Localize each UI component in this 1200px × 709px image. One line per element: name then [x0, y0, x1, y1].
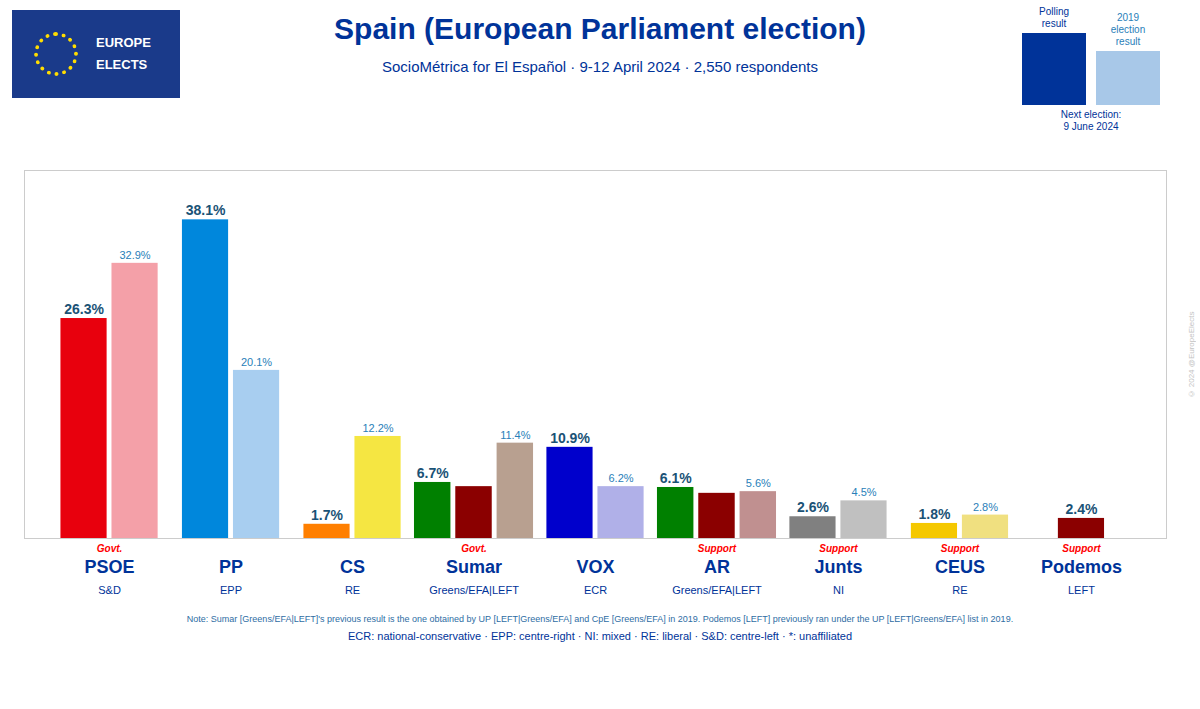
svg-text:1.7%: 1.7% — [311, 507, 343, 523]
html-text:SocioMétrica for El Español ·: SocioMétrica for El Español · 9-12 April… — [382, 58, 818, 75]
svg-text:Greens/EFA|LEFT: Greens/EFA|LEFT — [429, 584, 519, 596]
svg-text:CS: CS — [340, 557, 365, 577]
html-text:ECR: national-conservative · E: ECR: national-conservative · EPP: centre… — [347, 630, 853, 642]
svg-text:1.8%: 1.8% — [918, 506, 950, 522]
svg-text:26.3%: 26.3% — [64, 301, 104, 317]
html-text:Spain (European Parliament ele: Spain (European Parliament election) — [334, 12, 866, 45]
svg-text:Support: Support — [941, 543, 980, 554]
svg-text:Sumar: Sumar — [446, 557, 502, 577]
svg-text:NI: NI — [833, 584, 844, 596]
svg-text:11.4%: 11.4% — [500, 429, 531, 441]
html-text:Next election: 9 June 2024: Next election: 9 June 2024 — [1060, 109, 1122, 132]
svg-text:4.5%: 4.5% — [851, 486, 876, 498]
svg-text:32.9%: 32.9% — [119, 249, 150, 261]
svg-text:LEFT: LEFT — [1068, 584, 1095, 596]
svg-text:PSOE: PSOE — [85, 557, 135, 577]
html-text:© 2024 @EuropeElects: © 2024 @EuropeElects — [1187, 311, 1196, 398]
svg-text:2.8%: 2.8% — [973, 501, 998, 513]
svg-text:6.1%: 6.1% — [660, 470, 692, 486]
svg-text:CEUS: CEUS — [935, 557, 985, 577]
svg-text:Junts: Junts — [814, 557, 862, 577]
svg-text:PP: PP — [219, 557, 243, 577]
svg-text:RE: RE — [345, 584, 360, 596]
svg-text:20.1%: 20.1% — [241, 356, 272, 368]
svg-text:38.1%: 38.1% — [186, 202, 226, 218]
svg-text:Support: Support — [1062, 543, 1101, 554]
svg-text:2.6%: 2.6% — [797, 499, 829, 515]
html-text:Note: Sumar [Greens/EFA|LEFT]': Note: Sumar [Greens/EFA|LEFT]'s previous… — [186, 614, 1014, 624]
svg-text:ECR: ECR — [584, 584, 607, 596]
html-text:ELECTS: ELECTS — [96, 57, 148, 72]
svg-text:Govt.: Govt. — [461, 543, 487, 554]
svg-text:Govt.: Govt. — [97, 543, 123, 554]
svg-text:12.2%: 12.2% — [362, 422, 393, 434]
svg-text:S&D: S&D — [98, 584, 121, 596]
svg-text:2.4%: 2.4% — [1065, 501, 1097, 517]
svg-text:Support: Support — [698, 543, 737, 554]
svg-text:Support: Support — [819, 543, 858, 554]
svg-text:5.6%: 5.6% — [746, 477, 771, 489]
svg-text:EPP: EPP — [220, 584, 242, 596]
html-text:Polling result: Polling result — [1039, 6, 1069, 29]
svg-text:6.2%: 6.2% — [608, 472, 633, 484]
svg-text:RE: RE — [952, 584, 967, 596]
html-text:2019 election result: 2019 election result — [1110, 12, 1146, 47]
svg-text:6.7%: 6.7% — [417, 465, 449, 481]
svg-text:Greens/EFA|LEFT: Greens/EFA|LEFT — [672, 584, 762, 596]
svg-text:AR: AR — [704, 557, 730, 577]
svg-text:Podemos: Podemos — [1041, 557, 1122, 577]
svg-text:VOX: VOX — [576, 557, 614, 577]
html-text:EUROPE: EUROPE — [96, 35, 151, 50]
svg-text:10.9%: 10.9% — [550, 430, 590, 446]
